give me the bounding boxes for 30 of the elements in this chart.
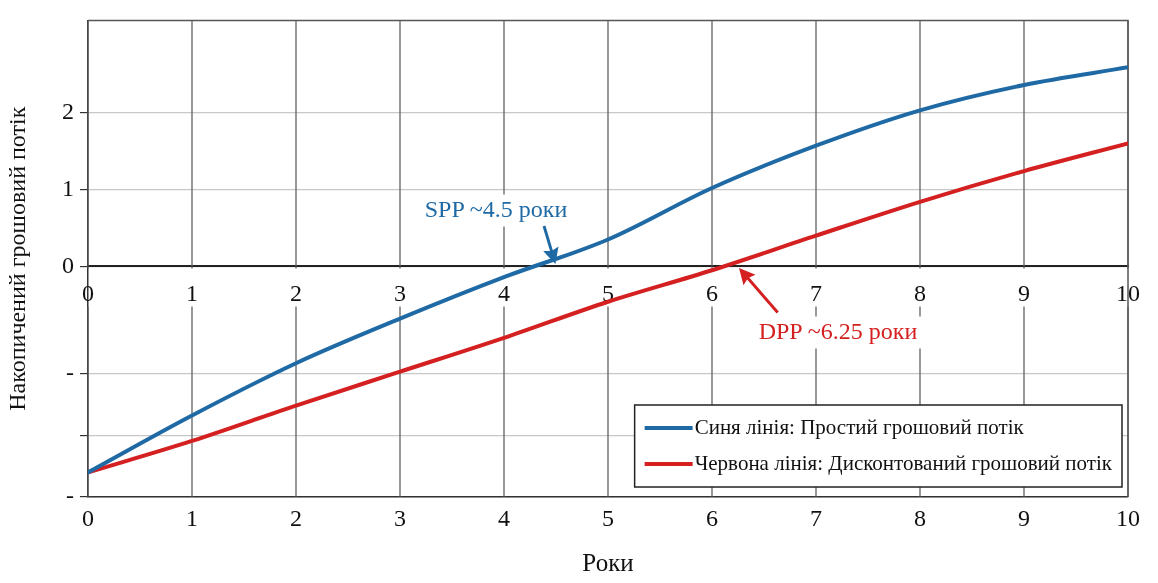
x2-tick-label: 9 <box>1018 280 1030 307</box>
x2-tick-label: 10 <box>1116 280 1140 307</box>
x-tick-label: 1 <box>186 504 198 531</box>
y-tick-label: 1 <box>62 174 74 201</box>
x-tick-label: 5 <box>602 504 614 531</box>
x-tick-label: 10 <box>1116 504 1140 531</box>
annotation: SPP ~4.5 роки <box>424 195 568 222</box>
x2-tick-label: 4 <box>498 280 510 307</box>
x-tick-label: 7 <box>810 504 822 531</box>
y-tick-label: 0 <box>62 251 74 278</box>
legend-label: Синя лінія: Простий грошовий потік <box>694 414 1025 439</box>
x2-tick-label: 3 <box>394 280 406 307</box>
x-axis-title: Роки <box>582 548 634 576</box>
x-tick-label: 4 <box>498 504 510 531</box>
x-tick-label: 9 <box>1018 504 1030 531</box>
x2-tick-label: 1 <box>186 280 198 307</box>
x-tick-label: 2 <box>290 504 302 531</box>
x-tick-label: 8 <box>914 504 926 531</box>
legend-label: Червона лінія: Дисконтований грошовий потік <box>694 450 1113 475</box>
x2-tick-label: 6 <box>706 280 718 307</box>
x2-tick-label: 2 <box>290 280 302 307</box>
x-tick-label: 6 <box>706 504 718 531</box>
y-axis-title: Накопичений грошовий потік <box>3 106 30 411</box>
x2-tick-label: 8 <box>914 280 926 307</box>
y-tick-label: - <box>66 359 74 386</box>
annotation: DPP ~6.25 роки <box>758 317 918 344</box>
y-tick-label: - <box>66 482 74 509</box>
y-tick-label: 2 <box>62 97 74 124</box>
x-tick-label: 3 <box>394 504 406 531</box>
x2-tick-label: 7 <box>810 280 822 307</box>
